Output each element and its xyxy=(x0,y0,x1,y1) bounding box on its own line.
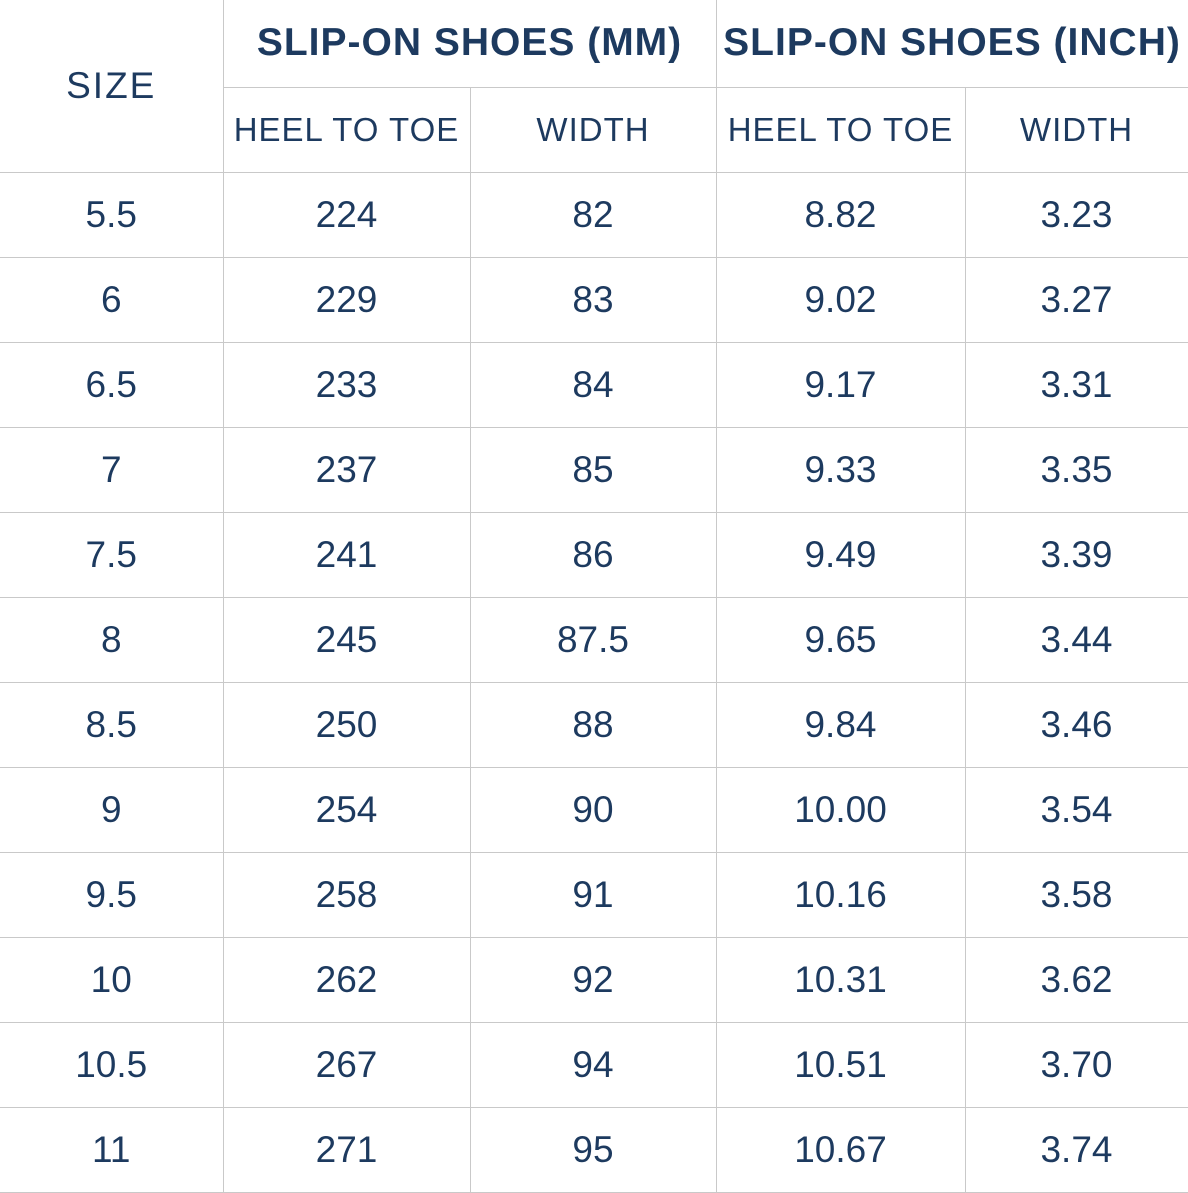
inch-heel-cell: 9.02 xyxy=(715,256,966,343)
size-cell: 9.5 xyxy=(0,851,224,938)
inch-width-cell: 3.35 xyxy=(964,426,1188,513)
table-row: 6 229 83 9.02 3.27 xyxy=(0,256,1188,343)
size-cell: 6 xyxy=(0,256,224,343)
header-group-row: SIZE SLIP-ON SHOES (MM) SLIP-ON SHOES (I… xyxy=(0,0,1188,173)
mm-width-cell: 85 xyxy=(469,426,717,513)
table-row: 8.5 250 88 9.84 3.46 xyxy=(0,681,1188,768)
mm-heel-cell: 237 xyxy=(222,426,471,513)
mm-heel-to-toe-header: HEEL TO TOE xyxy=(222,86,471,173)
mm-heel-cell: 233 xyxy=(222,341,471,428)
inch-width-cell: 3.74 xyxy=(964,1106,1188,1193)
inch-width-cell: 3.23 xyxy=(964,171,1188,258)
mm-width-cell: 87.5 xyxy=(469,596,717,683)
header-sub-row: HEEL TO TOE WIDTH HEEL TO TOE WIDTH xyxy=(0,86,1188,173)
inch-heel-cell: 10.51 xyxy=(715,1021,966,1108)
mm-heel-cell: 258 xyxy=(222,851,471,938)
inch-heel-cell: 9.17 xyxy=(715,341,966,428)
inch-heel-cell: 10.67 xyxy=(715,1106,966,1193)
group-header-inch: SLIP-ON SHOES (INCH) xyxy=(715,0,1188,88)
table-row: 11 271 95 10.67 3.74 xyxy=(0,1106,1188,1193)
mm-heel-cell: 254 xyxy=(222,766,471,853)
mm-heel-cell: 245 xyxy=(222,596,471,683)
inch-heel-to-toe-header: HEEL TO TOE xyxy=(715,86,966,173)
inch-width-cell: 3.39 xyxy=(964,511,1188,598)
mm-heel-cell: 224 xyxy=(222,171,471,258)
table-row: 6.5 233 84 9.17 3.31 xyxy=(0,341,1188,428)
size-cell: 8 xyxy=(0,596,224,683)
inch-heel-cell: 10.00 xyxy=(715,766,966,853)
size-cell: 10 xyxy=(0,936,224,1023)
mm-width-cell: 82 xyxy=(469,171,717,258)
inch-width-cell: 3.27 xyxy=(964,256,1188,343)
inch-heel-cell: 8.82 xyxy=(715,171,966,258)
size-cell: 7.5 xyxy=(0,511,224,598)
inch-width-cell: 3.70 xyxy=(964,1021,1188,1108)
mm-width-cell: 95 xyxy=(469,1106,717,1193)
inch-width-cell: 3.62 xyxy=(964,936,1188,1023)
inch-width-cell: 3.31 xyxy=(964,341,1188,428)
table-row: 10.5 267 94 10.51 3.70 xyxy=(0,1021,1188,1108)
inch-heel-cell: 9.65 xyxy=(715,596,966,683)
mm-width-cell: 90 xyxy=(469,766,717,853)
table-row: 10 262 92 10.31 3.62 xyxy=(0,936,1188,1023)
mm-heel-cell: 241 xyxy=(222,511,471,598)
mm-heel-cell: 229 xyxy=(222,256,471,343)
size-cell: 5.5 xyxy=(0,171,224,258)
size-cell: 7 xyxy=(0,426,224,513)
inch-heel-cell: 9.49 xyxy=(715,511,966,598)
mm-width-cell: 83 xyxy=(469,256,717,343)
size-column-header: SIZE xyxy=(0,0,224,173)
inch-heel-cell: 9.33 xyxy=(715,426,966,513)
size-chart-body: 5.5 224 82 8.82 3.23 6 229 83 9.02 3.27 … xyxy=(0,171,1188,1193)
inch-width-cell: 3.54 xyxy=(964,766,1188,853)
inch-heel-cell: 9.84 xyxy=(715,681,966,768)
size-cell: 6.5 xyxy=(0,341,224,428)
mm-width-cell: 91 xyxy=(469,851,717,938)
size-cell: 11 xyxy=(0,1106,224,1193)
mm-width-cell: 88 xyxy=(469,681,717,768)
size-chart-header: SIZE SLIP-ON SHOES (MM) SLIP-ON SHOES (I… xyxy=(0,0,1188,173)
inch-width-header: WIDTH xyxy=(964,86,1188,173)
inch-width-cell: 3.58 xyxy=(964,851,1188,938)
table-row: 7 237 85 9.33 3.35 xyxy=(0,426,1188,513)
inch-heel-cell: 10.31 xyxy=(715,936,966,1023)
table-row: 5.5 224 82 8.82 3.23 xyxy=(0,171,1188,258)
inch-width-cell: 3.46 xyxy=(964,681,1188,768)
table-row: 9.5 258 91 10.16 3.58 xyxy=(0,851,1188,938)
mm-width-cell: 84 xyxy=(469,341,717,428)
table-row: 9 254 90 10.00 3.54 xyxy=(0,766,1188,853)
mm-width-cell: 92 xyxy=(469,936,717,1023)
mm-heel-cell: 262 xyxy=(222,936,471,1023)
table-row: 8 245 87.5 9.65 3.44 xyxy=(0,596,1188,683)
mm-heel-cell: 267 xyxy=(222,1021,471,1108)
size-cell: 10.5 xyxy=(0,1021,224,1108)
mm-width-cell: 94 xyxy=(469,1021,717,1108)
size-cell: 8.5 xyxy=(0,681,224,768)
inch-heel-cell: 10.16 xyxy=(715,851,966,938)
mm-heel-cell: 250 xyxy=(222,681,471,768)
size-cell: 9 xyxy=(0,766,224,853)
mm-heel-cell: 271 xyxy=(222,1106,471,1193)
mm-width-cell: 86 xyxy=(469,511,717,598)
inch-width-cell: 3.44 xyxy=(964,596,1188,683)
mm-width-header: WIDTH xyxy=(469,86,717,173)
group-header-mm: SLIP-ON SHOES (MM) xyxy=(222,0,717,88)
table-row: 7.5 241 86 9.49 3.39 xyxy=(0,511,1188,598)
